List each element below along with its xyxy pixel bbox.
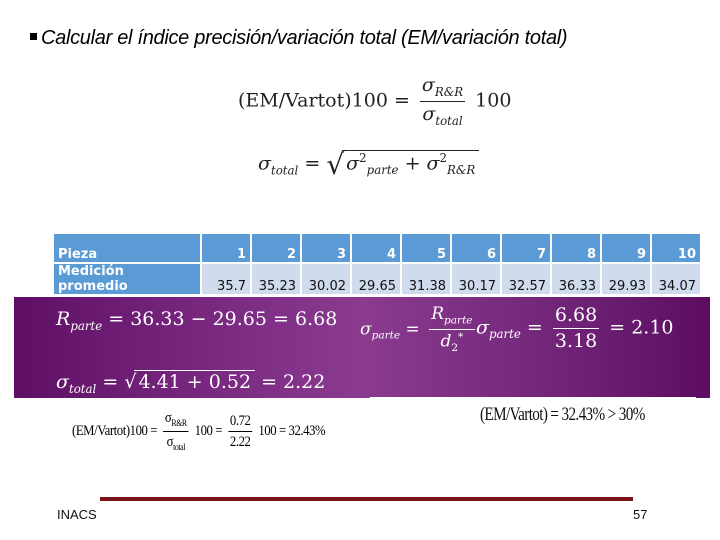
- table-cell: 35.7: [202, 264, 250, 294]
- table-cell: 31.38: [402, 264, 450, 294]
- table-cell: 8: [552, 234, 600, 262]
- divider: [370, 397, 696, 400]
- footer-organization: INACS: [57, 507, 97, 522]
- table-cell: 2: [252, 234, 300, 262]
- fraction: σR&R σtotal: [419, 74, 466, 128]
- fraction: Rparte d2*: [429, 304, 475, 355]
- page-number: 57: [633, 507, 648, 522]
- row-label: Medición promedio: [54, 264, 200, 294]
- calculation-band: [14, 297, 710, 398]
- conclusion: (EM/Vartot) = 32.43% > 30%: [480, 404, 645, 425]
- table-cell: 30.02: [302, 264, 350, 294]
- table-cell: 36.33: [552, 264, 600, 294]
- table-cell: 5: [402, 234, 450, 262]
- fraction: 6.68 3.18: [552, 304, 600, 352]
- table-cell: 6: [452, 234, 500, 262]
- footer-line: [100, 497, 633, 501]
- table-cell: 34.07: [652, 264, 700, 294]
- fraction: 0.72 2.22: [228, 412, 253, 451]
- table-cell: 9: [602, 234, 650, 262]
- formula-sigma-parte-definition: σparte = Rparte d2*: [360, 304, 475, 355]
- sqrt-icon: √: [326, 148, 345, 181]
- table-row: Medición promedio 35.7 35.23 30.02 29.65…: [54, 264, 700, 294]
- formula-sigma-total-value: σtotal = √ 4.41 + 0.52 = 2.22: [56, 370, 326, 396]
- table-cell: 7: [502, 234, 550, 262]
- formula-sigma-parte-value: σparte = 6.68 3.18 = 2.10: [476, 304, 674, 352]
- table-cell: 4: [352, 234, 400, 262]
- table-cell: 1: [202, 234, 250, 262]
- table-cell: 3: [302, 234, 350, 262]
- formula-em-vartot: (EM/Vartot)100 = σR&R σtotal 100: [238, 74, 512, 128]
- table-cell: 29.65: [352, 264, 400, 294]
- formula-sigma-total: σtotal = √ σ2parte + σ2R&R: [258, 148, 480, 181]
- fraction: σR&R σtotal: [163, 410, 189, 454]
- measurement-table: Pieza 1 2 3 4 5 6 7 8 9 10 Medición prom…: [52, 232, 702, 296]
- formula-result: (EM/Vartot)100 = σR&R σtotal 100 = 0.72 …: [72, 410, 326, 454]
- bullet-icon: [30, 33, 37, 41]
- table-cell: 10: [652, 234, 700, 262]
- table-cell: 35.23: [252, 264, 300, 294]
- sqrt-icon: √: [124, 371, 137, 393]
- slide-title: Calcular el índice precisión/variación t…: [30, 27, 568, 50]
- table-header-row: Pieza 1 2 3 4 5 6 7 8 9 10: [54, 234, 700, 262]
- table-cell: 32.57: [502, 264, 550, 294]
- formula-r-parte: Rparte = 36.33 − 29.65 = 6.68: [56, 308, 338, 333]
- header-label: Pieza: [54, 234, 200, 262]
- table-cell: 29.93: [602, 264, 650, 294]
- table-cell: 30.17: [452, 264, 500, 294]
